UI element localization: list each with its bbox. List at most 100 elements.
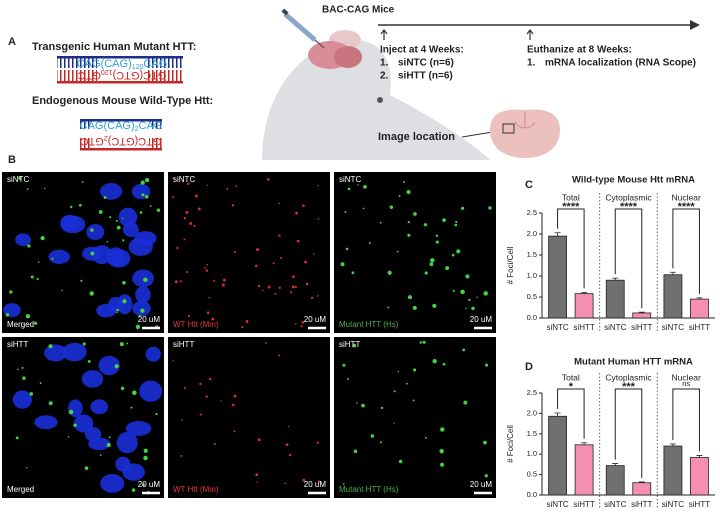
- focus: [9, 290, 13, 294]
- focus: [15, 436, 19, 440]
- focus: [25, 314, 31, 319]
- nucleus: [48, 249, 70, 265]
- group-label: Total: [562, 192, 580, 202]
- focus: [266, 178, 270, 181]
- focus: [143, 455, 148, 461]
- focus: [406, 189, 411, 195]
- focus: [82, 342, 86, 346]
- focus: [380, 441, 383, 444]
- focus: [278, 234, 281, 237]
- focus: [206, 263, 209, 266]
- list-number: 2.: [380, 71, 389, 82]
- focus: [316, 441, 319, 444]
- focus: [342, 483, 345, 485]
- sequence-part: GTC(GTC): [113, 69, 167, 81]
- nucleus: [122, 222, 139, 238]
- nucleus: [98, 355, 120, 376]
- focus: [476, 296, 478, 299]
- y-axis-label: # Foci/Cell: [506, 246, 515, 284]
- bar: [690, 457, 709, 496]
- focus: [142, 483, 145, 487]
- focus: [407, 233, 411, 237]
- x-tick-label: siNTC: [662, 500, 684, 509]
- significance-bracket: [614, 388, 643, 478]
- focus: [344, 210, 347, 214]
- condition-label: siHTT: [339, 340, 360, 349]
- repeat-sequence: GTC(GTC)2GTC: [81, 134, 162, 147]
- focus: [483, 291, 488, 296]
- focus: [294, 285, 297, 289]
- focus: [292, 275, 295, 278]
- nucleus: [118, 207, 138, 227]
- channel-label: Mutant HTT (Hs): [339, 485, 399, 494]
- focus: [305, 282, 309, 286]
- x-tick-label: siHTT: [573, 323, 594, 332]
- repeat-count: 120: [101, 68, 113, 75]
- focus: [462, 348, 466, 352]
- chart-title: Wild-type Mouse Htt mRNA: [572, 175, 695, 186]
- focus: [33, 321, 38, 325]
- focus: [51, 257, 54, 260]
- focus: [310, 296, 314, 300]
- focus: [396, 250, 399, 253]
- focus: [116, 311, 118, 314]
- nucleus: [132, 269, 154, 288]
- error-bar: [696, 297, 703, 300]
- bar: [574, 444, 594, 496]
- focus: [463, 400, 468, 405]
- nucleus: [81, 370, 104, 388]
- scale-bar-label: 20 uM: [470, 480, 493, 489]
- focus: [488, 206, 492, 210]
- nucleus: [73, 414, 94, 433]
- dna-strand: [57, 81, 183, 84]
- nucleus: [15, 233, 31, 247]
- list-number: 1.: [527, 58, 536, 69]
- scale-bar-label: 20 uM: [138, 315, 161, 324]
- nucleus: [139, 380, 163, 402]
- bar: [663, 445, 683, 496]
- nucleus: [100, 473, 125, 493]
- error-bar: [554, 412, 561, 417]
- bar: [632, 312, 652, 319]
- focus: [213, 442, 216, 446]
- focus: [22, 376, 26, 380]
- focus: [122, 299, 127, 304]
- dna-strand: [80, 148, 162, 151]
- mice-label: BAC-CAG Mice: [322, 5, 395, 16]
- y-tick-label: 2.5: [527, 208, 537, 217]
- scale-bar-label: 20 uM: [470, 315, 493, 324]
- focus: [226, 187, 229, 190]
- error-bar: [612, 463, 619, 466]
- repeat-sequence: GTC(GTC)120GTC: [78, 68, 167, 81]
- focus: [197, 207, 201, 211]
- focus: [312, 253, 315, 255]
- dna-teeth: [57, 58, 97, 68]
- focus: [379, 221, 382, 224]
- condition-label: siHTT: [173, 340, 194, 349]
- focus: [40, 236, 45, 241]
- focus: [294, 323, 297, 325]
- repeat-count: 2: [135, 126, 139, 133]
- condition-label: siNTC: [339, 175, 361, 184]
- channel-label: Merged: [7, 320, 34, 329]
- focus: [103, 195, 107, 199]
- nucleus: [135, 286, 151, 304]
- focus: [80, 279, 83, 282]
- significance-label: ns: [682, 379, 690, 388]
- focus: [106, 240, 109, 243]
- x-tick-label: siNTC: [604, 500, 626, 509]
- focus: [90, 251, 95, 256]
- focus: [138, 314, 141, 317]
- focus: [440, 462, 445, 467]
- focus: [183, 216, 187, 220]
- focus: [440, 427, 445, 432]
- focus: [122, 239, 125, 242]
- focus: [48, 401, 53, 406]
- focus: [26, 188, 29, 190]
- focus: [317, 217, 320, 220]
- focus: [174, 280, 178, 284]
- focus: [445, 266, 450, 271]
- focus: [284, 482, 287, 485]
- y-tick-label: 0.5: [527, 292, 537, 301]
